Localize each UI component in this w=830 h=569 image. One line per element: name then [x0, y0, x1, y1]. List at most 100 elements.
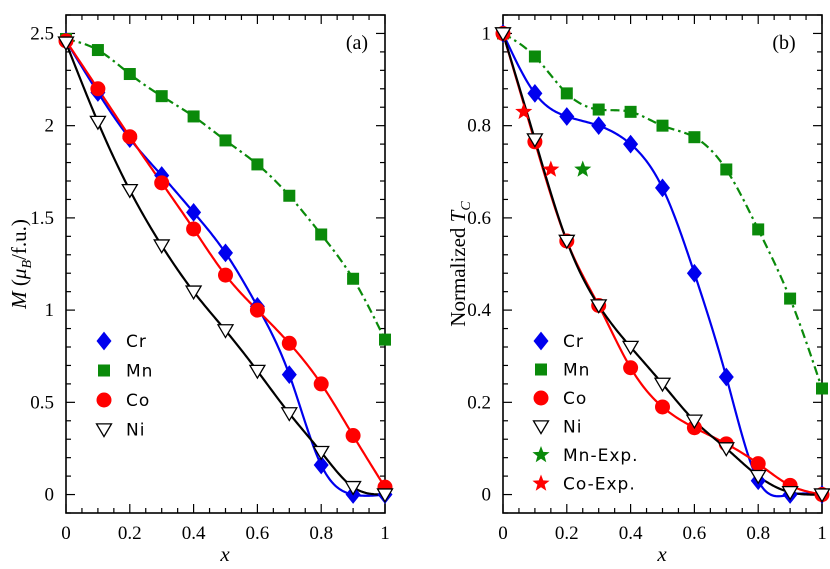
legend: Cr Mn Co Ni: [95, 331, 153, 441]
x-tick-label: 0.8: [746, 523, 770, 544]
data-point-ni: [280, 407, 298, 422]
y-tick-label: 2.5: [30, 23, 54, 44]
data-point-cr: [313, 455, 329, 475]
ticks: [65, 14, 386, 514]
data-point-ni: [558, 234, 576, 250]
data-point-ni: [621, 340, 640, 356]
curves: [64, 37, 386, 497]
data-point-co: [345, 428, 361, 444]
y-tick-label: 0.8: [467, 116, 491, 137]
data-point-ni: [153, 239, 171, 254]
data-point-mn: [656, 119, 669, 132]
data-point-mn: [752, 223, 765, 236]
data-point-mn: [347, 272, 360, 285]
data-point-ni: [57, 36, 75, 52]
data-point-mn: [816, 382, 828, 395]
legend-label: Mn-Exp.: [563, 446, 639, 466]
data-point-cr: [218, 243, 233, 263]
data-point-mn: [251, 158, 264, 171]
data-point-ni: [121, 183, 139, 199]
x-tick-label: 0.4: [182, 523, 206, 544]
legend-label: Mn: [126, 362, 153, 382]
panel-a-label: (a): [346, 32, 368, 54]
legend-label: Ni: [126, 421, 145, 441]
legend-marker-co: [96, 392, 112, 408]
panel-a: (a) x M (μB/f.u.) 0 0.2 0.4 0.6 0.8 1 0 0.5 1 1.5…: [7, 14, 394, 566]
x-tick-label: 0: [498, 523, 508, 544]
x-tick-label: 0.6: [246, 523, 270, 544]
ylabel-b-T: T: [446, 209, 470, 222]
ylabel-b-text: Normalized: [446, 222, 470, 326]
markers: [57, 31, 394, 504]
legend-label: Cr: [126, 332, 147, 352]
y-tick-label: 0.6: [467, 208, 491, 229]
data-point-co: [122, 129, 138, 145]
panel-b: (b) x Normalized TC 0 0.2 0.4 0.6 0.8 1 0 0.2 0.…: [446, 14, 830, 566]
data-point-ni: [89, 115, 107, 131]
data-point-cr: [281, 365, 297, 385]
data-point-co: [281, 335, 297, 351]
y-tick-label: 2: [45, 116, 55, 137]
data-point-ni: [344, 480, 362, 496]
ylabel-a-sub: B: [20, 260, 35, 269]
data-point-mn-exp: [574, 160, 592, 177]
y-tick-label: 1.5: [30, 208, 54, 229]
data-point-mn: [315, 228, 328, 241]
data-point-cr: [591, 116, 607, 136]
data-point-mn: [187, 110, 200, 123]
data-point-co: [154, 175, 170, 191]
y-tick-label: 1: [482, 23, 492, 44]
legend-label: Mn: [563, 361, 590, 381]
legend-marker-mn: [98, 364, 110, 377]
x-tick-label: 1: [817, 523, 827, 544]
legend-label: Co-Exp.: [563, 475, 636, 495]
panel-b-label: (b): [772, 32, 795, 54]
series-line-co: [65, 40, 386, 488]
ylabel-a-symbol: M: [7, 290, 31, 310]
y-tick-label: 0: [45, 485, 55, 506]
data-point-mn: [219, 134, 232, 147]
data-point-ni: [717, 442, 735, 457]
data-point-mn: [155, 90, 168, 103]
data-point-ni: [184, 285, 203, 301]
data-point-ni: [312, 445, 330, 461]
data-point-mn: [91, 44, 104, 57]
x-tick-label: 1: [380, 523, 390, 544]
data-point-co-exp: [542, 160, 560, 177]
ylabel-a-mu: μ: [7, 269, 31, 281]
data-point-mn: [784, 292, 797, 305]
data-point-ni: [248, 364, 267, 380]
ticks: [502, 14, 823, 514]
y-tick-label: 0.4: [467, 300, 491, 321]
data-point-ni: [749, 469, 767, 485]
data-point-cr: [527, 84, 543, 103]
legend-marker-ni: [532, 420, 550, 435]
data-point-co: [249, 302, 265, 318]
data-point-co: [313, 376, 329, 392]
legend-label: Co: [126, 391, 150, 411]
y-tick-label: 0.2: [467, 392, 491, 413]
x-tick-label: 0.2: [118, 523, 142, 544]
data-point-mn: [592, 103, 605, 116]
ylabel-a-open: (: [7, 279, 31, 291]
data-point-ni: [813, 488, 830, 503]
data-point-cr: [686, 263, 702, 283]
legend-marker-cr: [533, 331, 549, 351]
legend-marker-co: [533, 390, 549, 406]
data-point-mn: [379, 333, 391, 346]
data-point-co: [186, 221, 202, 237]
panel-b-y-axis-label: Normalized TC: [446, 201, 474, 327]
series-line-mn: [65, 37, 386, 341]
x-tick-label: 0.8: [309, 523, 333, 544]
series-line-mn: [502, 32, 824, 389]
data-point-mn: [688, 131, 701, 144]
data-point-mn: [720, 163, 733, 176]
data-point-co: [90, 81, 106, 97]
data-point-ni: [526, 133, 544, 148]
data-point-ni: [685, 414, 704, 430]
legend-marker-mn-exp: [532, 446, 550, 463]
ylabel-b-sub: C: [459, 201, 474, 211]
legend-marker-mn: [535, 363, 547, 376]
panel-a-y-axis-label: M (μB/f.u.): [7, 219, 35, 310]
data-point-cr: [186, 202, 202, 222]
